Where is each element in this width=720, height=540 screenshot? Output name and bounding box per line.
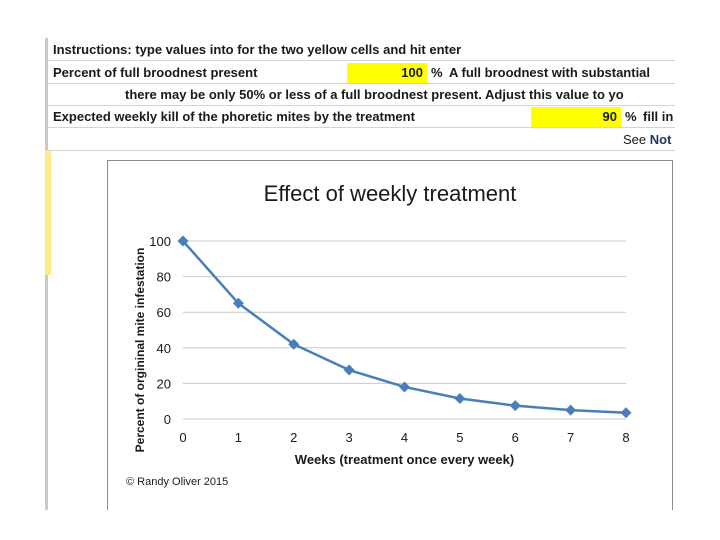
see-prefix: See [623,132,647,147]
broodnest-label-cell[interactable]: Percent of full broodnest present [53,65,258,80]
y-tick-label: 80 [157,270,171,285]
row-divider [48,105,675,106]
broodnest-value: 100 [401,65,423,80]
x-tick-label: 3 [346,430,353,445]
weekly-kill-value: 90 [602,109,617,124]
broodnest-input-cell[interactable]: 100 [347,63,427,83]
data-point [232,297,244,309]
weekly-kill-unit: % [625,109,637,124]
highlight-strip [45,150,51,275]
chart-container[interactable]: Effect of weekly treatment 0 20 40 60 80 100 0 1… [107,160,673,510]
data-point [565,404,577,416]
data-point [343,364,355,376]
row-divider [48,150,675,151]
row-divider [48,60,675,61]
x-tick-label: 8 [622,430,629,445]
data-point [399,381,410,393]
data-point [288,338,300,350]
broodnest-unit: % [431,65,443,80]
data-point [454,393,466,405]
y-tick-label: 40 [157,341,171,356]
instructions-cell[interactable]: Instructions: type values into for the t… [53,42,462,57]
weekly-kill-note-cell[interactable]: fill in [643,109,674,124]
broodnest-note-cell[interactable]: A full broodnest with substantial [449,65,651,80]
x-tick-label: 7 [567,430,574,445]
notes-link[interactable]: Not [649,132,672,147]
weekly-kill-input-cell[interactable]: 90 [531,107,621,127]
line-chart: Effect of weekly treatment 0 20 40 60 80 100 0 1… [126,181,632,488]
x-tick-label: 0 [179,430,186,445]
data-point [177,235,189,247]
see-notes-cell[interactable]: See Not [623,130,671,150]
spreadsheet: Instructions: type values into for the t… [45,38,675,510]
weekly-kill-label-cell[interactable]: Expected weekly kill of the phoretic mit… [53,109,415,124]
row-divider [48,83,675,84]
x-tick-label: 6 [512,430,519,445]
row-divider [48,127,675,128]
x-axis-label: Weeks (treatment once every week) [295,452,514,467]
x-tick-label: 2 [290,430,297,445]
y-tick-label: 0 [164,412,171,427]
data-point [509,400,521,412]
x-tick-label: 5 [456,430,463,445]
data-point [620,407,632,419]
x-tick-label: 1 [235,430,242,445]
broodnest-note-continued[interactable]: there may be only 50% or less of a full … [125,87,624,102]
y-tick-label: 100 [149,234,171,249]
x-tick-label: 4 [401,430,408,445]
y-tick-label: 20 [157,376,171,391]
chart-title: Effect of weekly treatment [264,181,517,206]
y-axis-label: Percent of orgininal mite infestation [133,248,147,453]
y-tick-label: 60 [157,305,171,320]
copyright-text: © Randy Oliver 2015 [126,476,228,488]
